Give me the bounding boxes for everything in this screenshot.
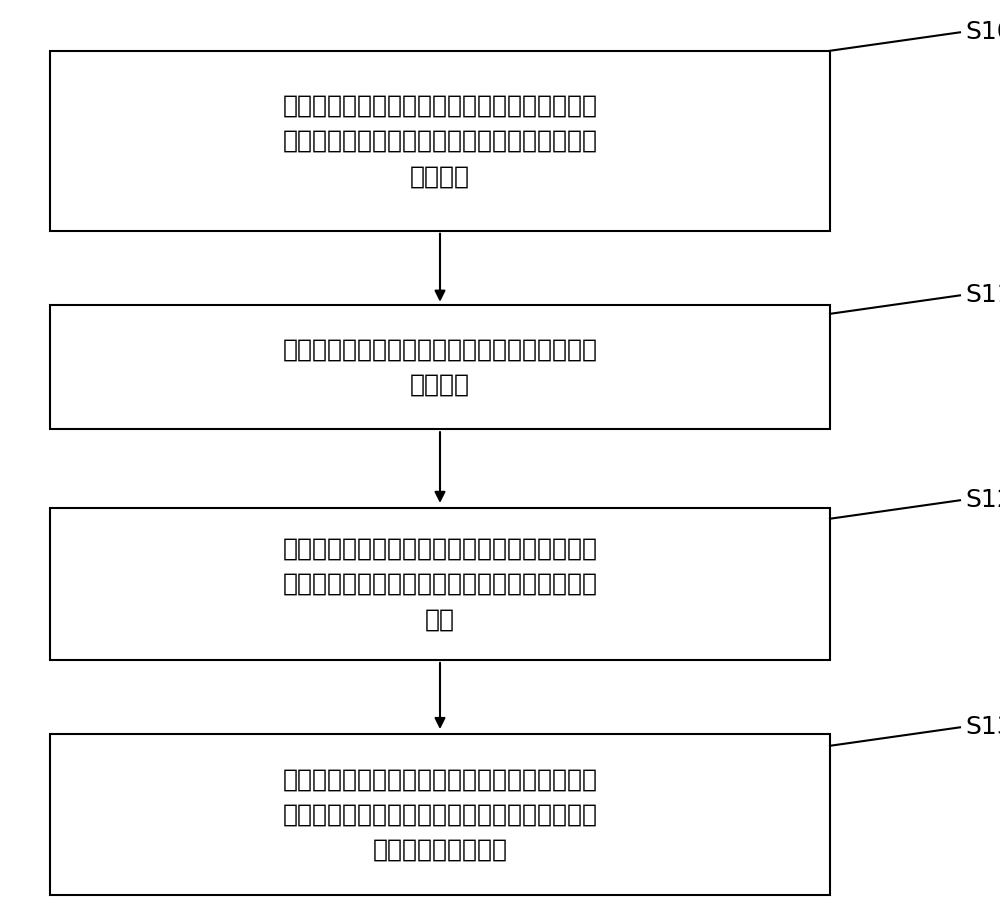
Text: S100: S100	[965, 20, 1000, 44]
Text: S120: S120	[965, 488, 1000, 512]
Text: S110: S110	[965, 283, 1000, 307]
Text: 从目标数据库接收目标数据库的操作记录，操作
记录包括目标数据库执行写入事务的操作类型和
操作对象: 从目标数据库接收目标数据库的操作记录，操作 记录包括目标数据库执行写入事务的操作…	[283, 93, 598, 188]
FancyBboxPatch shape	[50, 305, 830, 429]
Text: 根据操作类型，确定是否触发针对目标数据库的
规则匹配: 根据操作类型，确定是否触发针对目标数据库的 规则匹配	[283, 337, 598, 397]
FancyBboxPatch shape	[50, 734, 830, 895]
Text: S130: S130	[965, 715, 1000, 739]
FancyBboxPatch shape	[50, 51, 830, 231]
Text: 如果确定触发针对目标数据库的规则匹配，则确
定操作对象是否满足针对目标数据库预设的写入
规则: 如果确定触发针对目标数据库的规则匹配，则确 定操作对象是否满足针对目标数据库预设…	[283, 536, 598, 631]
Text: 如果确定操作对象不满足针对目标数据库预设的
写入规则，则对写入事务进行改写，并生成针对
操作记录的处理日志: 如果确定操作对象不满足针对目标数据库预设的 写入规则，则对写入事务进行改写，并生…	[283, 767, 598, 862]
FancyBboxPatch shape	[50, 508, 830, 660]
